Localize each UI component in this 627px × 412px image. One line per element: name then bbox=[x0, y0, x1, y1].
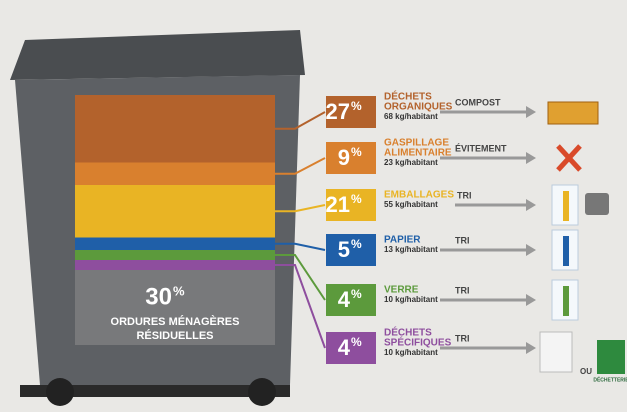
container-band bbox=[563, 236, 569, 266]
layer-name: PAPIER bbox=[384, 235, 421, 246]
percent-value: 27 bbox=[326, 99, 350, 124]
layer bbox=[75, 163, 275, 186]
bin-icon bbox=[585, 193, 609, 215]
residual-unit: % bbox=[173, 283, 185, 298]
per-inhabitant: 68 kg/habitant bbox=[384, 112, 438, 121]
percent-unit: % bbox=[351, 145, 362, 159]
residual-label: ORDURES MÉNAGÈRES bbox=[111, 315, 240, 328]
percent-unit: % bbox=[351, 99, 362, 113]
action: TRI bbox=[455, 235, 470, 245]
layer bbox=[75, 185, 275, 238]
residual-label: RÉSIDUELLES bbox=[136, 329, 213, 342]
or-label: OU bbox=[580, 367, 592, 376]
layer-name: EMBALLAGES bbox=[384, 190, 454, 201]
layer bbox=[75, 95, 275, 163]
per-inhabitant: 10 kg/habitant bbox=[384, 348, 438, 357]
action: TRI bbox=[455, 285, 470, 295]
per-inhabitant: 13 kg/habitant bbox=[384, 245, 438, 254]
percent-unit: % bbox=[351, 192, 362, 206]
decheterie-label: DÉCHETTERIE bbox=[593, 375, 627, 383]
per-inhabitant: 10 kg/habitant bbox=[384, 295, 438, 304]
action: COMPOST bbox=[455, 97, 501, 107]
layer bbox=[75, 250, 275, 260]
box-icon bbox=[540, 332, 572, 372]
residual-value: 30 bbox=[145, 283, 172, 310]
percent-unit: % bbox=[351, 237, 362, 251]
percent-value: 4 bbox=[338, 287, 351, 312]
layer bbox=[75, 260, 275, 270]
layer-name: VERRE bbox=[384, 285, 419, 296]
per-inhabitant: 55 kg/habitant bbox=[384, 200, 438, 209]
infographic: 30% ORDURES MÉNAGÈRESRÉSIDUELLES 27% DÉCHE… bbox=[0, 0, 627, 412]
percent-value: 5 bbox=[338, 237, 350, 262]
container-band bbox=[563, 191, 569, 221]
action: TRI bbox=[457, 190, 472, 200]
decheterie-icon bbox=[597, 340, 625, 374]
wheel bbox=[46, 378, 74, 406]
action: TRI bbox=[455, 333, 470, 343]
percent-value: 21 bbox=[326, 192, 350, 217]
crate-icon bbox=[548, 102, 598, 124]
wheel bbox=[248, 378, 276, 406]
layer bbox=[75, 238, 275, 251]
percent-unit: % bbox=[351, 287, 362, 301]
per-inhabitant: 23 kg/habitant bbox=[384, 158, 438, 167]
percent-value: 4 bbox=[338, 335, 351, 360]
action: ÉVITEMENT bbox=[455, 143, 507, 153]
percent-unit: % bbox=[351, 335, 362, 349]
percent-value: 9 bbox=[338, 145, 350, 170]
container-band bbox=[563, 286, 569, 316]
